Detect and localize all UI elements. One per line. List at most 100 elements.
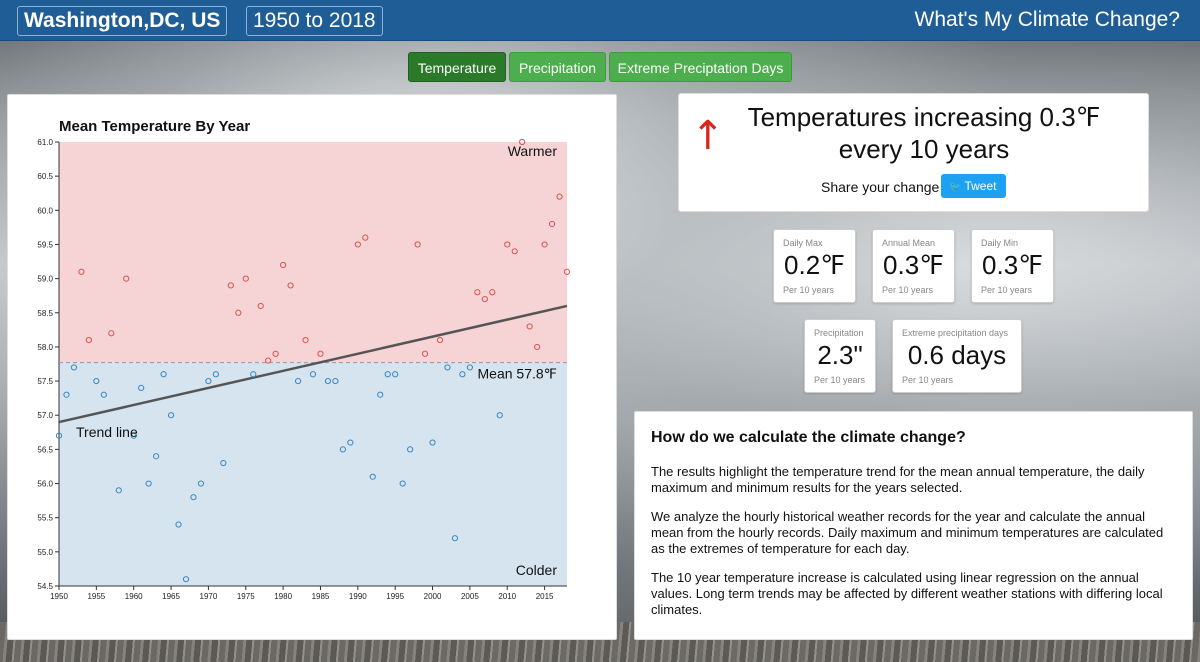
cold-data-point	[160, 371, 167, 378]
warm-data-point	[354, 241, 361, 248]
warmer-region	[59, 142, 567, 363]
temperature-chart: Mean Temperature By Year 54.5 55.0 55.5 56.0…	[37, 118, 571, 601]
stat-card-daily-max: Daily Max 0.2℉ Per 10 years	[773, 229, 856, 303]
tweet-button[interactable]: 🐦 Tweet	[941, 174, 1006, 198]
warm-data-point	[489, 289, 496, 296]
cold-data-point	[309, 371, 317, 378]
y-tick-label: 58.5	[37, 309, 53, 318]
cold-data-point	[407, 446, 414, 453]
tab-extreme-precipitation-days[interactable]: Extreme Preciptation Days	[609, 52, 792, 82]
app-title[interactable]: What's My Climate Change?	[914, 8, 1180, 31]
x-tick-label: 1950	[50, 592, 68, 601]
warm-data-point	[436, 336, 444, 344]
stat-label: Annual Mean	[882, 238, 936, 248]
cold-data-point	[459, 371, 466, 378]
warm-data-point	[78, 268, 85, 275]
headline-line-2: every 10 years	[838, 134, 1010, 164]
y-tick-label: 55.0	[37, 548, 53, 557]
warm-data-point	[272, 350, 279, 357]
stat-label: Daily Min	[981, 238, 1019, 248]
trend-line	[58, 304, 568, 424]
y-tick-label: 59.5	[37, 240, 53, 249]
cold-data-point	[153, 453, 160, 460]
cold-data-point	[294, 377, 302, 385]
x-tick-label: 1955	[87, 592, 105, 601]
mean-label: Mean 57.8℉	[478, 366, 557, 382]
cold-data-point	[115, 487, 122, 494]
y-tick-label: 57.5	[37, 377, 53, 386]
info-panel: How do we calculate the climate change? …	[634, 411, 1193, 640]
y-tick-label: 60.5	[37, 172, 53, 181]
cold-data-point	[130, 432, 137, 439]
cold-data-point	[138, 384, 145, 392]
cold-data-point	[145, 480, 152, 487]
cold-data-point	[190, 494, 197, 501]
stat-sub: Per 10 years	[902, 375, 954, 385]
headline-text: Temperatures increasing 0.3℉ every 10 ye…	[719, 101, 1129, 165]
stat-card-extreme-precipitation-days: Extreme precipitation days 0.6 days Per …	[892, 319, 1022, 393]
cold-data-point	[451, 535, 459, 542]
year-range-selector[interactable]: 1950 to 2018	[246, 6, 383, 36]
cold-data-point	[496, 412, 503, 419]
y-tick-label: 60.0	[37, 206, 53, 215]
trend-line-label: Trend line	[76, 424, 138, 440]
cold-data-point	[347, 439, 354, 446]
stat-card-daily-min: Daily Min 0.3℉ Per 10 years	[971, 229, 1054, 303]
chart-panel: Mean Temperature By Year 54.5 55.0 55.5 56.0…	[7, 94, 617, 640]
stat-value: 0.3℉	[883, 250, 944, 280]
info-paragraph: The results highlight the temperature tr…	[651, 464, 1145, 495]
warm-data-point	[317, 350, 324, 357]
warm-data-point	[362, 234, 369, 241]
warm-data-point	[511, 248, 518, 255]
cold-data-point	[212, 371, 219, 378]
colder-label: Colder	[516, 562, 558, 578]
location-selector[interactable]: Washington,DC, US	[17, 6, 228, 36]
x-tick-label: 1995	[386, 592, 404, 601]
cold-data-point	[197, 480, 205, 487]
x-tick-label: 1960	[125, 592, 143, 601]
cold-data-point	[444, 364, 451, 371]
warm-data-point	[280, 261, 287, 269]
stat-sub: Per 10 years	[814, 375, 866, 385]
stat-sub: Per 10 years	[882, 285, 934, 295]
cold-data-point	[182, 576, 190, 583]
x-tick-label: 1965	[162, 592, 180, 601]
stat-sub: Per 10 years	[783, 285, 835, 295]
stat-card-precipitation: Precipitation 2.3" Per 10 years	[804, 319, 876, 393]
cold-data-point	[220, 459, 227, 467]
cold-data-point	[100, 391, 107, 398]
tab-temperature[interactable]: Temperature	[408, 52, 506, 82]
cold-data-point	[466, 364, 473, 371]
warm-data-point	[265, 357, 272, 364]
cold-data-point	[70, 364, 78, 371]
cold-data-point	[63, 391, 70, 398]
cold-data-point	[175, 521, 182, 528]
warm-data-point	[123, 275, 130, 282]
x-tick-label: 2015	[536, 592, 554, 601]
x-tick-label: 1975	[237, 592, 255, 601]
cold-data-point	[55, 432, 63, 439]
chart-title: Mean Temperature By Year	[59, 118, 250, 135]
stat-label: Extreme precipitation days	[902, 328, 1009, 338]
warm-data-point	[481, 296, 488, 303]
cold-data-point	[369, 473, 376, 480]
tab-precipitation[interactable]: Precipitation	[509, 52, 606, 82]
y-tick-label: 56.0	[37, 480, 53, 489]
cold-data-point	[392, 371, 399, 378]
info-paragraph: We analyze the hourly historical weather…	[651, 509, 1164, 556]
warm-data-point	[526, 323, 533, 330]
y-tick-label: 57.0	[37, 411, 53, 420]
x-tick-label: 1980	[274, 592, 292, 601]
tweet-label: Tweet	[964, 179, 997, 193]
x-tick-label: 1985	[312, 592, 330, 601]
top-bar: Washington,DC, US 1950 to 2018 What's My…	[0, 0, 1200, 41]
warm-data-point	[227, 282, 234, 289]
stat-card-annual-mean: Annual Mean 0.3℉ Per 10 years	[872, 229, 955, 303]
cold-data-point	[167, 412, 175, 419]
warm-data-point	[235, 309, 242, 316]
colder-region	[59, 362, 567, 586]
y-tick-label: 61.0	[37, 138, 53, 147]
warm-data-point	[85, 336, 92, 344]
cold-data-point	[429, 439, 436, 446]
warm-data-point	[242, 275, 249, 282]
